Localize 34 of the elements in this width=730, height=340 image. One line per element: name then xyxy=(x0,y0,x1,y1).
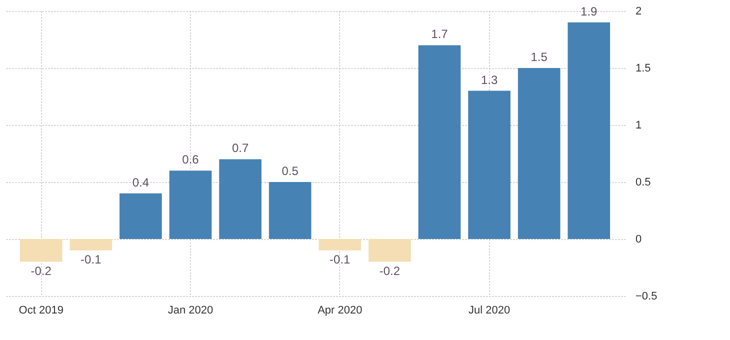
data-label: 0.7 xyxy=(232,141,249,156)
bar xyxy=(518,68,560,239)
data-label: -0.2 xyxy=(30,264,52,278)
bar xyxy=(70,239,112,250)
y-tick-label: 2 xyxy=(636,6,642,18)
x-tick-label: Jan 2020 xyxy=(168,304,214,316)
data-label: 0.4 xyxy=(132,175,150,190)
y-tick-label: −0.5 xyxy=(636,290,658,302)
data-label: 1.5 xyxy=(530,50,548,64)
y-tick-label: 1 xyxy=(636,120,642,132)
data-label: 1.7 xyxy=(431,27,448,42)
data-label: 1.3 xyxy=(480,72,498,87)
bar xyxy=(468,90,510,239)
bar xyxy=(418,45,461,239)
data-label: -0.2 xyxy=(379,264,400,278)
bar xyxy=(120,193,162,239)
x-tick-label: Jul 2020 xyxy=(468,304,510,316)
data-label: 0.5 xyxy=(282,164,299,178)
bar xyxy=(318,239,362,250)
data-label: 0.6 xyxy=(182,152,200,167)
y-tick-label: 0 xyxy=(636,234,642,246)
y-tick-label: 0.5 xyxy=(636,176,651,188)
bar xyxy=(568,22,610,239)
bar xyxy=(368,239,411,262)
data-label: -0.1 xyxy=(80,252,102,266)
data-label: 1.9 xyxy=(580,4,598,18)
x-tick-label: Oct 2019 xyxy=(18,304,64,316)
bar xyxy=(169,170,212,239)
bar xyxy=(268,182,312,239)
bar xyxy=(219,159,262,239)
bar xyxy=(20,239,62,262)
y-tick-label: 1.5 xyxy=(636,62,651,74)
x-tick-label: Apr 2020 xyxy=(318,304,362,316)
data-label: -0.1 xyxy=(330,252,351,266)
